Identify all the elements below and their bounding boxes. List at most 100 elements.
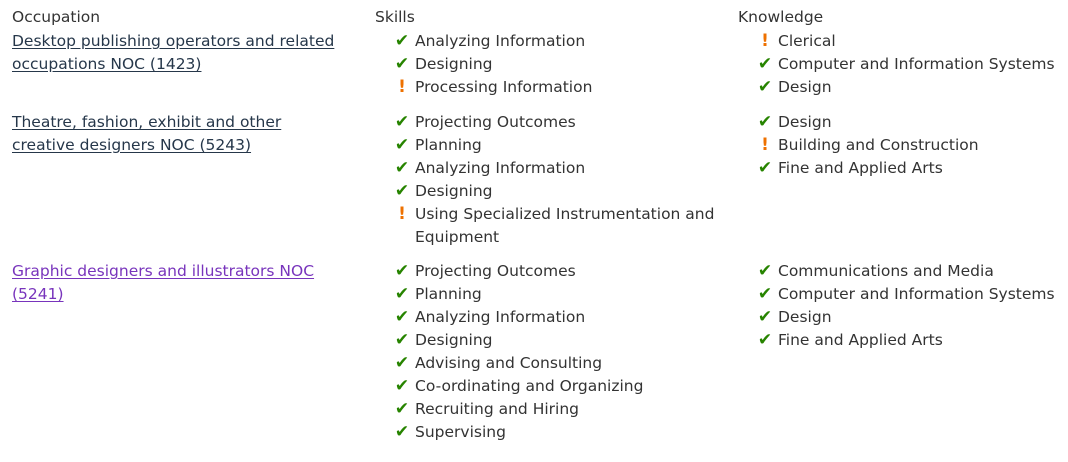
item-label: Designing (415, 55, 493, 73)
checkmark-icon: ✔ (394, 353, 410, 373)
checkmark-icon: ✔ (394, 376, 410, 396)
checkmark-icon: ✔ (394, 54, 410, 74)
item-label: Using Specialized Instrumentation and Eq… (415, 205, 715, 246)
skill-item: ✔ Analyzing Information (375, 30, 720, 53)
knowledge-list: ! Clerical ✔ Computer and Information Syste… (738, 30, 1063, 99)
skill-item: ✔ Projecting Outcomes (375, 111, 720, 134)
item-label: Projecting Outcomes (415, 113, 576, 131)
knowledge-list: ✔ Design! Building and Construction ✔ Fine a… (738, 111, 1063, 180)
knowledge-cell: ! Clerical ✔ Computer and Information Syste… (738, 30, 1063, 99)
item-label: Building and Construction (778, 136, 979, 154)
item-label: Fine and Applied Arts (778, 159, 943, 177)
skill-item: ✔ Analyzing Information (375, 157, 720, 180)
skill-item: ✔ Advising and Consulting (375, 352, 720, 375)
skills-cell: ✔ Analyzing Information ✔ Designing! Process… (375, 30, 720, 99)
knowledge-list: ✔ Communications and Media ✔ Computer and I… (738, 260, 1063, 352)
skill-item: ✔ Projecting Outcomes (375, 260, 720, 283)
exclamation-icon: ! (398, 204, 406, 224)
skill-item: ! Processing Information (375, 76, 720, 99)
checkmark-icon: ✔ (394, 307, 410, 327)
checkmark-icon: ✔ (394, 284, 410, 304)
checkmark-icon: ✔ (394, 181, 410, 201)
checkmark-icon: ✔ (757, 307, 773, 327)
item-label: Clerical (778, 32, 836, 50)
knowledge-cell: ✔ Communications and Media ✔ Computer and I… (738, 260, 1063, 352)
item-label: Computer and Information Systems (778, 285, 1055, 303)
item-label: Projecting Outcomes (415, 262, 576, 280)
skill-item: ✔ Designing (375, 329, 720, 352)
item-label: Designing (415, 182, 493, 200)
checkmark-icon: ✔ (757, 112, 773, 132)
checkmark-icon: ✔ (757, 261, 773, 281)
item-label: Recruiting and Hiring (415, 400, 579, 418)
checkmark-icon: ✔ (757, 54, 773, 74)
item-label: Design (778, 78, 832, 96)
checkmark-icon: ✔ (394, 135, 410, 155)
exclamation-icon: ! (761, 31, 769, 51)
skills-list: ✔ Projecting Outcomes ✔ Planning ✔ Analyzing … (375, 260, 720, 444)
checkmark-icon: ✔ (394, 31, 410, 51)
checkmark-icon: ✔ (394, 158, 410, 178)
item-label: Analyzing Information (415, 308, 586, 326)
exclamation-icon: ! (398, 77, 406, 97)
checkmark-icon: ✔ (394, 261, 410, 281)
occupation-column-header: Occupation (12, 8, 101, 26)
knowledge-item: ✔ Design (738, 111, 1063, 134)
knowledge-item: ✔ Fine and Applied Arts (738, 329, 1063, 352)
occupation-cell: Desktop publishing operators and related… (12, 30, 342, 76)
checkmark-icon: ✔ (394, 112, 410, 132)
skills-column-header: Skills (375, 8, 415, 26)
checkmark-icon: ✔ (757, 284, 773, 304)
item-label: Designing (415, 331, 493, 349)
item-label: Supervising (415, 423, 506, 441)
knowledge-item: ! Building and Construction (738, 134, 1063, 157)
skill-item: ✔ Designing (375, 53, 720, 76)
item-label: Design (778, 113, 832, 131)
item-label: Analyzing Information (415, 159, 586, 177)
knowledge-item: ✔ Communications and Media (738, 260, 1063, 283)
checkmark-icon: ✔ (757, 158, 773, 178)
skill-item: ✔ Analyzing Information (375, 306, 720, 329)
checkmark-icon: ✔ (394, 422, 410, 442)
item-label: Advising and Consulting (415, 354, 603, 372)
skills-cell: ✔ Projecting Outcomes ✔ Planning ✔ Analyzing … (375, 260, 720, 444)
skills-list: ✔ Analyzing Information ✔ Designing! Process… (375, 30, 720, 99)
occupation-link[interactable]: Theatre, fashion, exhibit and other crea… (12, 113, 282, 154)
checkmark-icon: ✔ (394, 330, 410, 350)
knowledge-item: ✔ Fine and Applied Arts (738, 157, 1063, 180)
knowledge-item: ! Clerical (738, 30, 1063, 53)
item-label: Planning (415, 136, 482, 154)
skill-item: ✔ Planning (375, 283, 720, 306)
occupation-cell: Theatre, fashion, exhibit and other crea… (12, 111, 342, 157)
skill-item: ! Using Specialized Instrumentation and E… (375, 203, 720, 249)
item-label: Analyzing Information (415, 32, 586, 50)
skill-item: ✔ Supervising (375, 421, 720, 444)
skills-cell: ✔ Projecting Outcomes ✔ Planning ✔ Analyzing … (375, 111, 720, 249)
skill-item: ✔ Designing (375, 180, 720, 203)
item-label: Co-ordinating and Organizing (415, 377, 644, 395)
knowledge-item: ✔ Computer and Information Systems (738, 283, 1063, 306)
knowledge-item: ✔ Design (738, 306, 1063, 329)
knowledge-item: ✔ Computer and Information Systems (738, 53, 1063, 76)
occupation-link[interactable]: Graphic designers and illustrators NOC (… (12, 262, 315, 303)
item-label: Planning (415, 285, 482, 303)
knowledge-column-header: Knowledge (738, 8, 824, 26)
skills-list: ✔ Projecting Outcomes ✔ Planning ✔ Analyzing … (375, 111, 720, 249)
checkmark-icon: ✔ (394, 399, 410, 419)
skill-item: ✔ Planning (375, 134, 720, 157)
knowledge-cell: ✔ Design! Building and Construction ✔ Fine a… (738, 111, 1063, 180)
item-label: Fine and Applied Arts (778, 331, 943, 349)
item-label: Communications and Media (778, 262, 994, 280)
exclamation-icon: ! (761, 135, 769, 155)
checkmark-icon: ✔ (757, 330, 773, 350)
occupation-cell: Graphic designers and illustrators NOC (… (12, 260, 342, 306)
skill-item: ✔ Co-ordinating and Organizing (375, 375, 720, 398)
knowledge-item: ✔ Design (738, 76, 1063, 99)
occupation-link[interactable]: Desktop publishing operators and related… (12, 32, 335, 73)
checkmark-icon: ✔ (757, 77, 773, 97)
skill-item: ✔ Recruiting and Hiring (375, 398, 720, 421)
item-label: Design (778, 308, 832, 326)
item-label: Processing Information (415, 78, 593, 96)
item-label: Computer and Information Systems (778, 55, 1055, 73)
